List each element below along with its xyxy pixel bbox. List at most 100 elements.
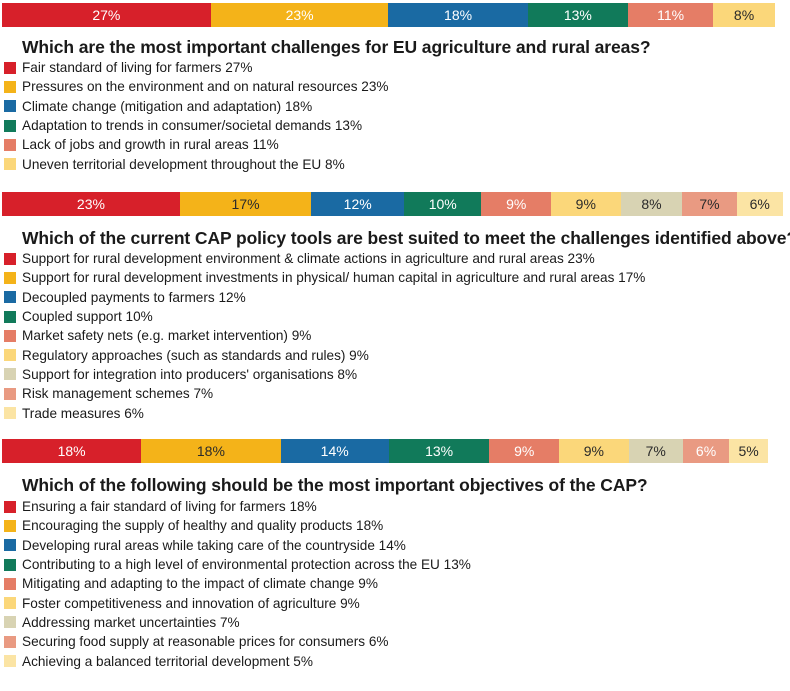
legend-item: Market safety nets (e.g. market interven… <box>4 326 645 345</box>
legend-label: Support for integration into producers' … <box>22 366 358 382</box>
legend-swatch <box>4 158 16 171</box>
chart-title-challenges: Which are the most important challenges … <box>22 37 651 57</box>
chart-title-policy-tools: Which of the current CAP policy tools ar… <box>22 228 790 248</box>
legend-item: Coupled support 10% <box>4 307 645 326</box>
legend-swatch <box>4 519 16 532</box>
bar-segment: 5% <box>729 439 768 463</box>
legend-item: Pressures on the environment and on natu… <box>4 77 389 96</box>
legend-swatch <box>4 80 16 93</box>
legend-swatch <box>4 500 16 513</box>
stacked-bar-challenges: 27% 23% 18% 13% 11% 8% <box>2 3 775 27</box>
legend-swatch <box>4 558 16 571</box>
bar-segment: 18% <box>388 3 528 27</box>
legend-label: Risk management schemes 7% <box>22 386 214 402</box>
legend-item: Trade measures 6% <box>4 403 645 422</box>
legend-swatch <box>4 597 16 610</box>
legend-label: Market safety nets (e.g. market interven… <box>22 328 312 344</box>
legend-swatch <box>4 138 16 151</box>
bar-segment: 12% <box>311 192 405 216</box>
bar-segment: 9% <box>489 439 560 463</box>
bar-segment: 13% <box>527 3 629 27</box>
legend-label: Pressures on the environment and on natu… <box>22 79 389 95</box>
bar-segment: 27% <box>2 3 211 27</box>
legend-label: Developing rural areas while taking care… <box>22 537 406 553</box>
stacked-bar-policy-tools: 23% 17% 12% 10% 9% 9% 8% 7% 6% <box>2 192 783 216</box>
legend-swatch <box>4 100 16 113</box>
bar-segment: 18% <box>141 439 281 463</box>
legend-label: Securing food supply at reasonable price… <box>22 634 389 650</box>
legend-item: Contributing to a high level of environm… <box>4 555 471 574</box>
legend-label: Encouraging the supply of healthy and qu… <box>22 518 384 534</box>
legend-label: Support for rural development investment… <box>22 270 646 286</box>
legend-item: Adaptation to trends in consumer/societa… <box>4 116 389 135</box>
legend-label: Adaptation to trends in consumer/societa… <box>22 118 363 134</box>
legend-swatch <box>4 387 16 400</box>
bar-segment: 13% <box>388 439 490 463</box>
bar-segment: 7% <box>628 439 683 463</box>
legend-label: Support for rural development environmen… <box>22 251 595 267</box>
legend-item: Foster competitiveness and innovation of… <box>4 593 471 612</box>
legend-label: Ensuring a fair standard of living for f… <box>22 499 317 515</box>
legend-swatch <box>4 407 16 420</box>
legend-item: Developing rural areas while taking care… <box>4 536 471 555</box>
legend-label: Contributing to a high level of environm… <box>22 557 471 573</box>
legend-policy-tools: Support for rural development environmen… <box>4 249 645 423</box>
legend-swatch <box>4 349 16 362</box>
legend-label: Mitigating and adapting to the impact of… <box>22 576 378 592</box>
bar-segment: 7% <box>682 192 737 216</box>
legend-item: Addressing market uncertainties 7% <box>4 613 471 632</box>
legend-item: Fair standard of living for farmers 27% <box>4 58 389 77</box>
legend-item: Risk management schemes 7% <box>4 384 645 403</box>
legend-swatch <box>4 61 16 74</box>
legend-swatch <box>4 119 16 132</box>
legend-item: Encouraging the supply of healthy and qu… <box>4 516 471 535</box>
legend-label: Climate change (mitigation and adaptatio… <box>22 98 313 114</box>
bar-segment: 9% <box>550 192 621 216</box>
bar-segment: 23% <box>2 192 180 216</box>
legend-swatch <box>4 329 16 342</box>
legend-label: Coupled support 10% <box>22 309 153 325</box>
legend-label: Uneven territorial development throughou… <box>22 156 345 172</box>
legend-item: Support for rural development investment… <box>4 268 645 287</box>
bar-segment: 14% <box>280 439 389 463</box>
legend-swatch <box>4 655 16 668</box>
legend-item: Lack of jobs and growth in rural areas 1… <box>4 135 389 154</box>
legend-label: Trade measures 6% <box>22 405 144 421</box>
bar-segment: 9% <box>481 192 551 216</box>
bar-segment: 11% <box>628 3 714 27</box>
legend-swatch <box>4 271 16 284</box>
legend-label: Achieving a balanced territorial develop… <box>22 653 313 669</box>
legend-label: Fair standard of living for farmers 27% <box>22 60 253 76</box>
legend-objectives: Ensuring a fair standard of living for f… <box>4 497 471 671</box>
legend-item: Support for rural development environmen… <box>4 249 645 268</box>
legend-label: Lack of jobs and growth in rural areas 1… <box>22 137 279 153</box>
legend-label: Regulatory approaches (such as standards… <box>22 347 369 363</box>
bar-segment: 6% <box>682 439 730 463</box>
legend-item: Climate change (mitigation and adaptatio… <box>4 97 389 116</box>
chart-title-objectives: Which of the following should be the mos… <box>22 475 648 495</box>
legend-item: Mitigating and adapting to the impact of… <box>4 574 471 593</box>
legend-item: Securing food supply at reasonable price… <box>4 632 471 651</box>
bar-segment: 18% <box>2 439 142 463</box>
legend-swatch <box>4 252 16 265</box>
bar-segment: 6% <box>736 192 783 216</box>
legend-label: Decoupled payments to farmers 12% <box>22 289 246 305</box>
legend-item: Regulatory approaches (such as standards… <box>4 345 645 364</box>
legend-item: Support for integration into producers' … <box>4 365 645 384</box>
legend-item: Decoupled payments to farmers 12% <box>4 288 645 307</box>
legend-item: Ensuring a fair standard of living for f… <box>4 497 471 516</box>
legend-label: Foster competitiveness and innovation of… <box>22 595 360 611</box>
legend-swatch <box>4 616 16 629</box>
legend-swatch <box>4 577 16 590</box>
bar-segment: 17% <box>179 192 312 216</box>
legend-label: Addressing market uncertainties 7% <box>22 614 240 630</box>
legend-item: Achieving a balanced territorial develop… <box>4 651 471 670</box>
legend-challenges: Fair standard of living for farmers 27% P… <box>4 58 389 174</box>
legend-swatch <box>4 635 16 648</box>
bar-segment: 8% <box>713 3 775 27</box>
legend-swatch <box>4 310 16 323</box>
stacked-bar-objectives: 18% 18% 14% 13% 9% 9% 7% 6% 5% <box>2 439 768 463</box>
bar-segment: 9% <box>559 439 629 463</box>
legend-swatch <box>4 539 16 552</box>
legend-swatch <box>4 291 16 304</box>
